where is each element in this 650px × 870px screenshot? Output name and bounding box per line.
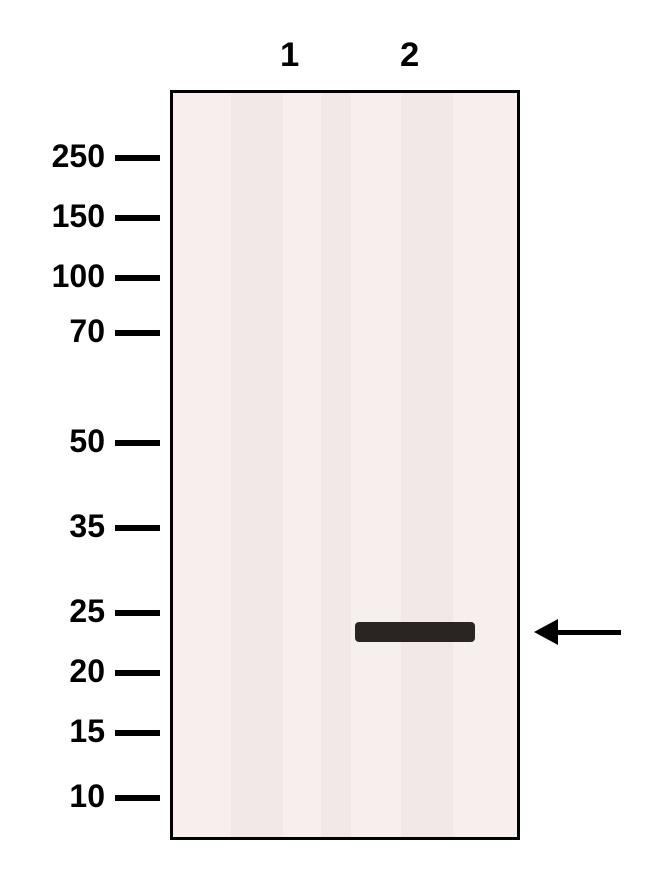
arrow-shaft bbox=[556, 630, 621, 635]
mw-tick bbox=[115, 525, 160, 531]
mw-tick bbox=[115, 330, 160, 336]
mw-label: 150 bbox=[52, 198, 105, 235]
lane-stripe bbox=[321, 93, 351, 837]
mw-label: 70 bbox=[69, 313, 105, 350]
mw-label: 25 bbox=[69, 593, 105, 630]
protein-band bbox=[355, 622, 475, 642]
mw-label: 50 bbox=[69, 423, 105, 460]
mw-tick bbox=[115, 155, 160, 161]
lane-label-2: 2 bbox=[400, 36, 419, 75]
mw-label: 100 bbox=[52, 258, 105, 295]
blot-membrane bbox=[170, 90, 520, 840]
mw-label: 20 bbox=[69, 653, 105, 690]
mw-label: 10 bbox=[69, 778, 105, 815]
mw-tick bbox=[115, 730, 160, 736]
mw-label: 15 bbox=[69, 713, 105, 750]
mw-label: 35 bbox=[69, 508, 105, 545]
western-blot-figure: 1 2 250 150 100 70 50 35 25 20 15 10 bbox=[0, 0, 650, 870]
lane-stripe bbox=[401, 93, 453, 837]
mw-tick bbox=[115, 795, 160, 801]
mw-tick bbox=[115, 275, 160, 281]
mw-tick bbox=[115, 670, 160, 676]
arrow-icon bbox=[534, 619, 558, 645]
mw-tick bbox=[115, 440, 160, 446]
mw-tick bbox=[115, 215, 160, 221]
mw-tick bbox=[115, 610, 160, 616]
lane-stripe bbox=[231, 93, 283, 837]
lane-label-1: 1 bbox=[280, 36, 299, 75]
mw-label: 250 bbox=[52, 138, 105, 175]
